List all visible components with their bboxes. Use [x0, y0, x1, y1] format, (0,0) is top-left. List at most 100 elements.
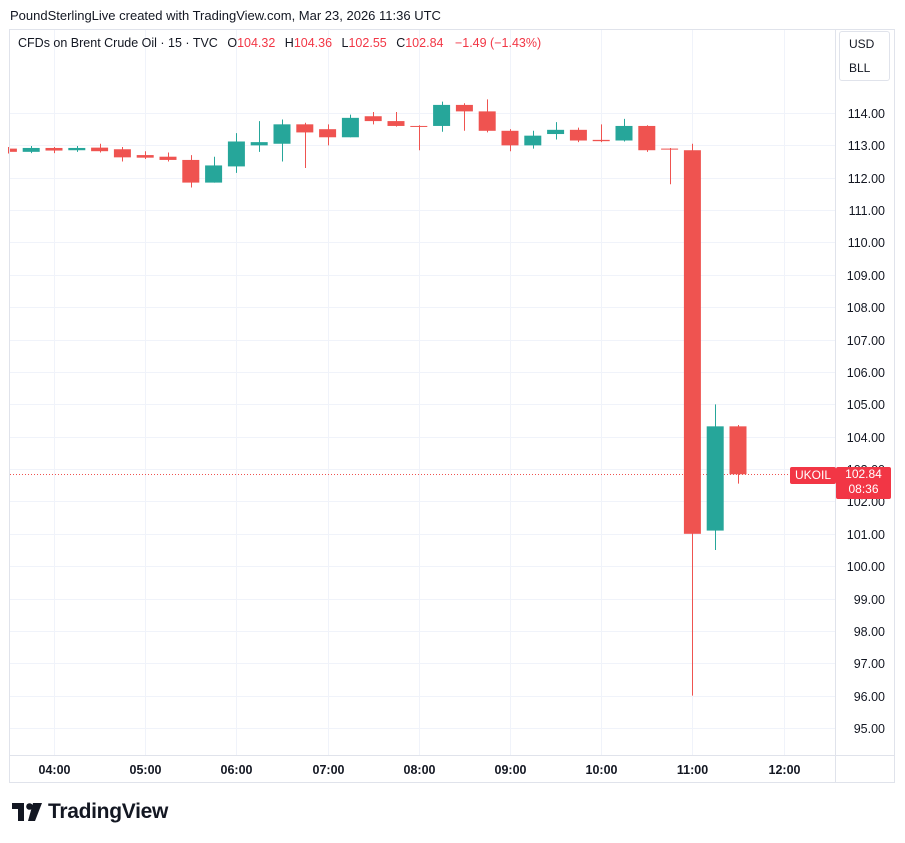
x-tick-label: 09:00	[495, 763, 527, 777]
y-tick-label: 110.00	[848, 236, 885, 250]
candle	[706, 404, 724, 550]
candle	[250, 121, 268, 152]
y-tick-label: 109.00	[847, 269, 885, 283]
candle-body	[547, 129, 565, 135]
candle	[455, 103, 473, 131]
candle	[592, 124, 610, 143]
candle-body	[478, 111, 496, 131]
x-tick-label: 10:00	[586, 763, 618, 777]
y-tick-label: 96.00	[854, 690, 885, 704]
candle-body	[136, 155, 154, 158]
candle-body	[683, 150, 701, 534]
candle-body	[159, 156, 177, 160]
candle	[8, 146, 17, 154]
x-tick-label: 07:00	[313, 763, 345, 777]
candle-body	[341, 117, 359, 138]
candle-body	[661, 148, 679, 150]
x-axis: 04:00 05:00 06:00 07:00 08:00 09:00 10:00 11:00…	[39, 763, 801, 777]
candle	[136, 151, 154, 159]
candle	[547, 122, 565, 140]
candle	[729, 425, 747, 484]
tradingview-logo-icon	[12, 803, 42, 821]
y-tick-label: 95.00	[854, 722, 885, 736]
candle-body	[22, 147, 40, 152]
candle-body	[729, 426, 747, 475]
candle-body	[250, 142, 268, 146]
candle	[638, 125, 656, 152]
y-tick-label: 114.00	[848, 107, 885, 121]
candle	[22, 146, 40, 154]
candle	[364, 112, 382, 125]
chart-frame	[9, 29, 895, 783]
legend-change: −1.49 (−1.43%)	[454, 36, 542, 50]
y-tick-label: 99.00	[854, 593, 885, 607]
y-tick-label: 113.00	[848, 139, 885, 153]
unit-label[interactable]: BLL	[849, 61, 871, 75]
candle-body	[45, 147, 63, 151]
candle-body	[410, 125, 428, 127]
currency-unit-selector[interactable]: USD BLL	[839, 31, 890, 81]
tradingview-logo: TradingView	[12, 800, 168, 824]
candle	[45, 146, 63, 154]
candle-body	[501, 130, 519, 146]
y-tick-label: 101.00	[847, 528, 885, 542]
y-tick-label: 111.00	[849, 204, 885, 218]
y-tick-label: 107.00	[847, 334, 885, 348]
legend-low-value: 102.55	[348, 36, 387, 50]
y-tick-label: 100.00	[847, 560, 885, 574]
candle	[387, 112, 405, 127]
candle-body	[592, 139, 610, 142]
x-tick-label: 11:00	[677, 763, 708, 777]
candle-body	[364, 116, 382, 122]
candle-body	[569, 129, 587, 141]
y-tick-label: 106.00	[847, 366, 885, 380]
candle-body	[10, 148, 17, 152]
candle	[661, 147, 679, 185]
candle-body	[273, 124, 291, 144]
legend-open-label: O	[227, 36, 238, 50]
candle-body	[455, 104, 473, 112]
legend-symbol: CFDs on Brent Crude Oil · 15 · TVC	[18, 36, 218, 50]
candle	[569, 127, 587, 143]
candle	[341, 114, 359, 138]
x-tick-label: 06:00	[221, 763, 253, 777]
candle-body	[387, 121, 405, 126]
candle-body	[638, 125, 656, 151]
candle	[227, 133, 245, 173]
legend-open-value: 104.32	[237, 36, 276, 50]
candle	[68, 146, 86, 152]
legend-close-value: 102.84	[405, 36, 444, 50]
candle-body	[68, 147, 86, 151]
candle	[273, 119, 291, 162]
candle	[113, 146, 131, 162]
candle	[205, 156, 223, 183]
chart-credit: PoundSterlingLive created with TradingVi…	[10, 8, 441, 23]
candle-body	[296, 124, 314, 133]
candles	[8, 99, 747, 696]
candle-body	[205, 165, 223, 183]
x-tick-label: 04:00	[39, 763, 71, 777]
candle-body	[182, 159, 200, 183]
candle	[319, 124, 337, 146]
candle-body	[91, 147, 109, 152]
y-axis: 95.00 96.00 97.00 98.00 99.00 100.00 101.00 102…	[847, 107, 885, 736]
candle	[478, 99, 496, 133]
candle	[91, 143, 109, 153]
candle	[524, 130, 542, 149]
last-price-value: 102.84	[845, 467, 882, 481]
candle-body	[319, 129, 337, 138]
symbol-price-tag: UKOIL	[790, 467, 837, 484]
y-tick-label: 112.00	[848, 172, 885, 186]
currency-label[interactable]: USD	[849, 37, 875, 51]
y-tick-label: 97.00	[854, 657, 885, 671]
y-tick-label: 98.00	[854, 625, 885, 639]
y-tick-label: 108.00	[847, 301, 885, 315]
candle	[159, 152, 177, 162]
candle	[433, 101, 451, 132]
grid-lines	[10, 30, 894, 782]
candle-body	[706, 426, 724, 531]
candle	[296, 122, 314, 169]
x-tick-label: 12:00	[769, 763, 801, 777]
x-tick-label: 08:00	[404, 763, 436, 777]
